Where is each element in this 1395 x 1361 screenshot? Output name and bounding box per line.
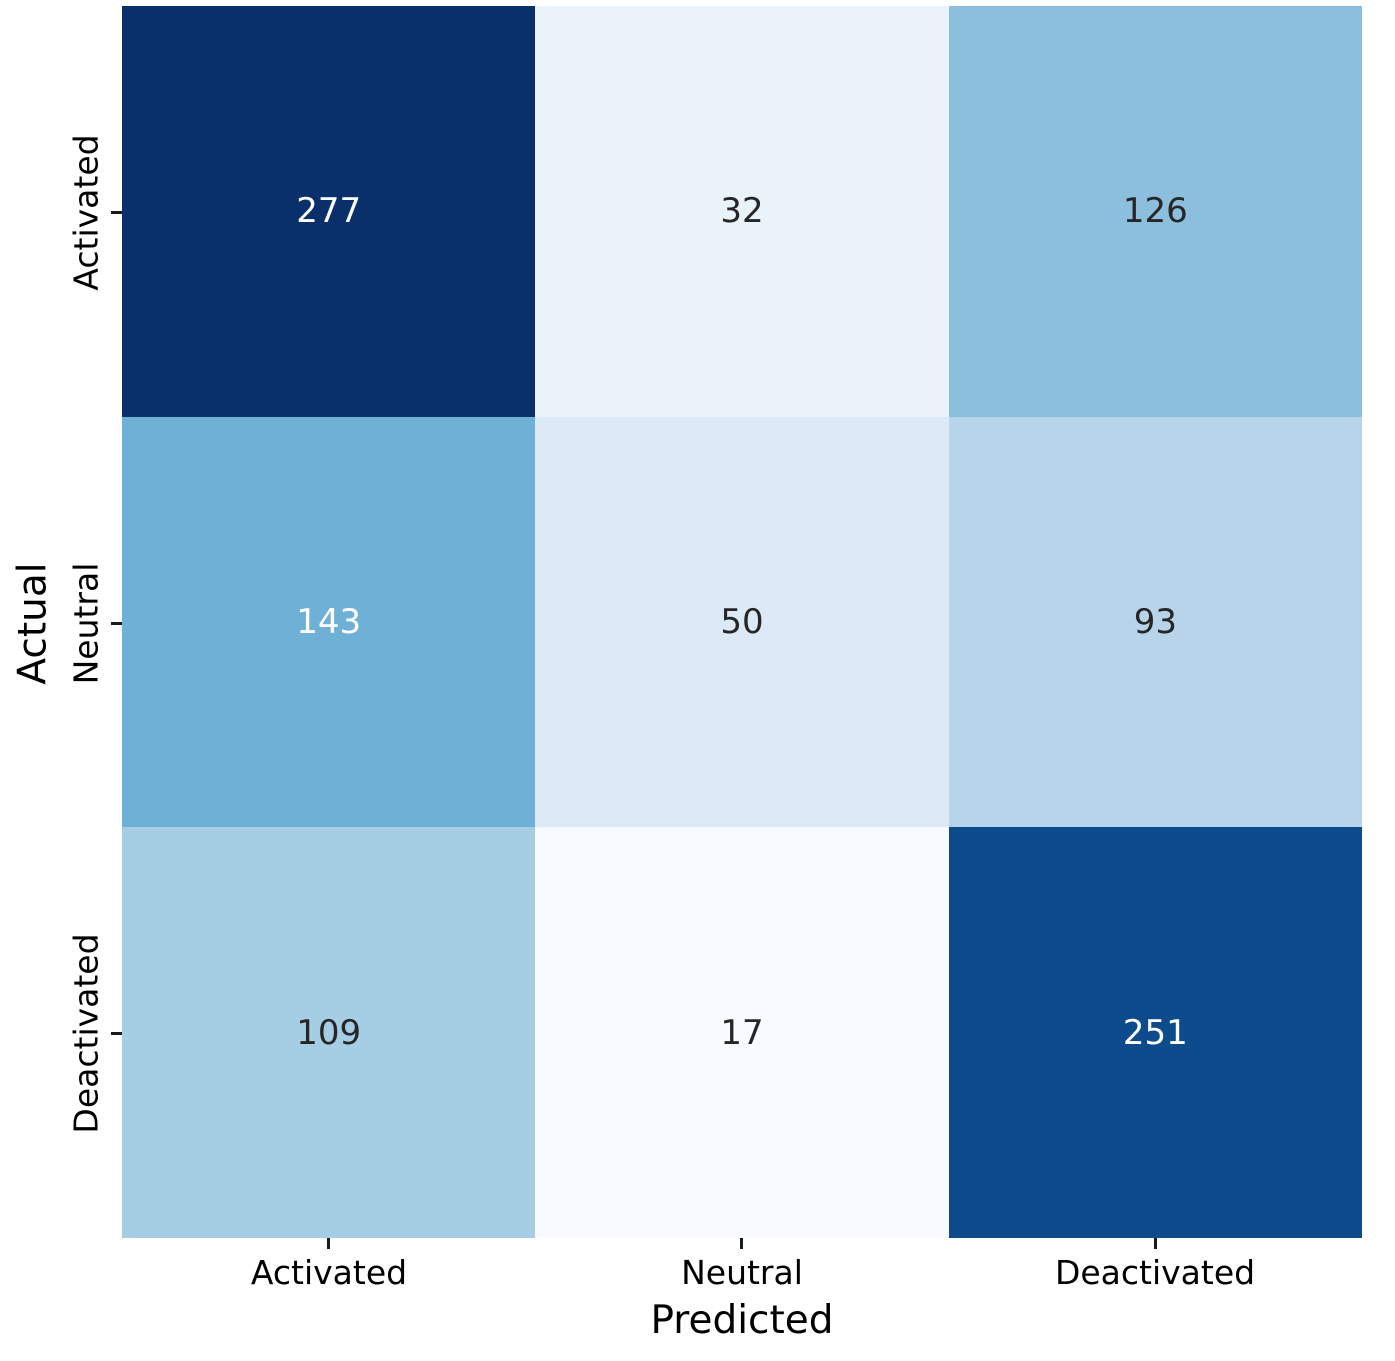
heatmap-cell-deactivated-neutral: 17 [535,827,949,1238]
cell-value: 251 [1122,1012,1188,1053]
y-tick-mark [111,211,122,214]
heatmap-cell-neutral-deactivated: 93 [948,416,1362,828]
cell-value: 50 [720,601,764,642]
cell-value: 17 [720,1012,764,1053]
cell-value: 32 [720,191,764,232]
y-tick-mark [111,622,122,625]
x-tick-mark [327,1238,330,1249]
cell-value: 277 [296,191,362,232]
cell-value: 126 [1122,191,1188,232]
heatmap-cell-activated-deactivated: 126 [948,6,1362,417]
y-tick-mark [111,1032,122,1035]
heatmap-cell-neutral-activated: 143 [122,416,536,828]
heatmap-grid: 277 32 126 143 50 93 109 17 251 [122,6,1362,1238]
cell-value: 109 [296,1012,362,1053]
heatmap-cell-deactivated-deactivated: 251 [948,827,1362,1238]
heatmap-cell-activated-activated: 277 [122,6,536,417]
cell-value: 143 [296,601,362,642]
heatmap-cell-activated-neutral: 32 [535,6,949,417]
x-tick-mark [740,1238,743,1249]
heatmap-cell-deactivated-activated: 109 [122,827,536,1238]
x-tick-mark [1154,1238,1157,1249]
heatmap-cell-neutral-neutral: 50 [535,416,949,828]
cell-value: 93 [1133,601,1177,642]
